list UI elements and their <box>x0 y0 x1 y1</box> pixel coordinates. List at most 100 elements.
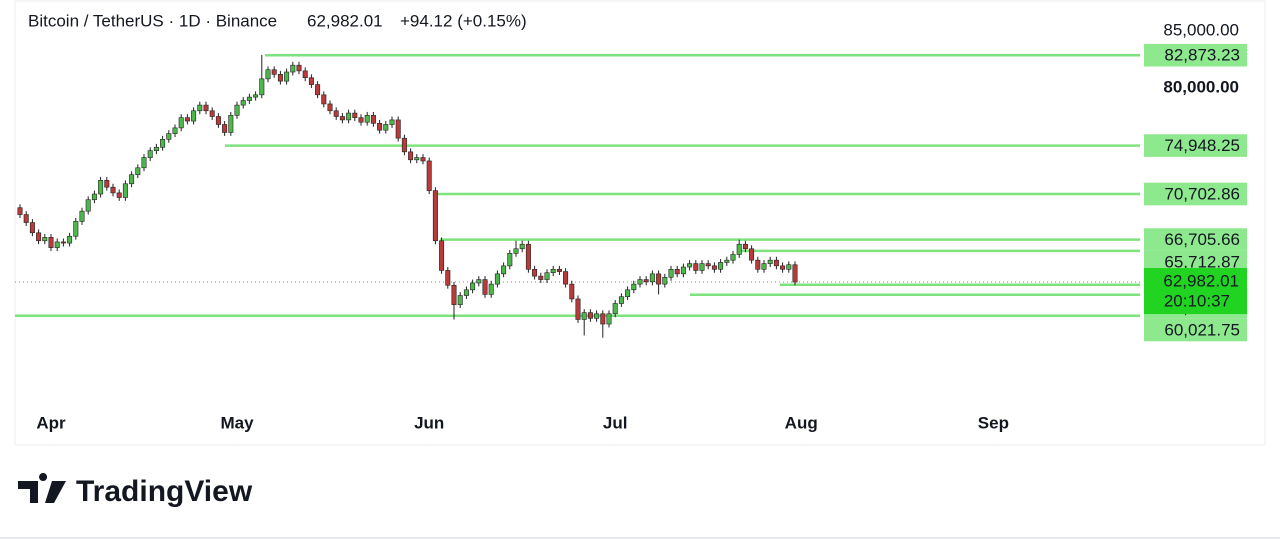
candle-body <box>265 69 271 80</box>
chart-frame <box>14 0 1266 446</box>
candle-body <box>147 150 153 158</box>
candle-body <box>222 124 228 133</box>
candle-body <box>680 266 686 275</box>
candle-body <box>749 248 755 261</box>
candle-body <box>104 180 110 188</box>
candle-body <box>463 289 469 296</box>
level-label-box <box>1144 43 1247 67</box>
candle-body <box>426 160 432 191</box>
candle-body <box>618 296 624 304</box>
candle-body <box>209 110 215 117</box>
x-tick-label: Aug <box>785 413 818 432</box>
candle-body <box>494 273 500 285</box>
candle-body <box>755 259 761 270</box>
level-label-box <box>1144 182 1247 206</box>
candle-body <box>792 264 798 283</box>
x-tick-label: Apr <box>36 413 66 432</box>
price-label: 62,982.01 <box>1163 272 1239 291</box>
candle-body <box>482 279 488 295</box>
candle-body <box>17 207 23 215</box>
candle-body <box>643 279 649 283</box>
candle-body <box>736 243 742 255</box>
x-tick-label: May <box>220 413 254 432</box>
candle-body <box>178 117 184 129</box>
candle-body <box>445 270 451 286</box>
candle-body <box>538 275 544 280</box>
candle-body <box>649 273 655 283</box>
x-tick-label: Jun <box>414 413 444 432</box>
candle-body <box>141 157 147 169</box>
candle-body <box>166 133 172 140</box>
candle-body <box>544 272 550 280</box>
candle-body <box>153 146 159 152</box>
candle-body <box>693 263 699 271</box>
candle-body <box>315 84 321 96</box>
price-label-box <box>1144 268 1247 315</box>
level-label: 66,705.66 <box>1164 230 1240 249</box>
candle-body <box>253 94 259 98</box>
candle-body <box>308 77 314 85</box>
candle-body <box>160 138 166 148</box>
candle-body <box>532 268 538 277</box>
candle-body <box>569 283 575 300</box>
candle-body <box>606 313 612 325</box>
candle-body <box>563 271 569 285</box>
candle-body <box>401 137 407 153</box>
candle-body <box>637 279 643 285</box>
candle-body <box>352 112 358 118</box>
candle-body <box>470 282 476 291</box>
candle-body <box>767 259 773 264</box>
candle-body <box>29 222 35 234</box>
x-tick-label: Jul <box>603 413 628 432</box>
candle-body <box>339 116 345 121</box>
candle-body <box>191 110 197 122</box>
candle-body <box>525 243 531 270</box>
candle-body <box>612 303 618 315</box>
candle-body <box>501 265 507 275</box>
candle-body <box>383 124 389 131</box>
candle-body <box>780 265 786 270</box>
candle-body <box>197 104 203 112</box>
brand-name: TradingView <box>76 475 253 508</box>
candle-body <box>358 117 364 123</box>
candle-body <box>228 115 234 133</box>
candle-body <box>513 248 519 254</box>
candle-body <box>129 174 135 185</box>
level-label: 74,948.25 <box>1164 136 1240 155</box>
candle-body <box>290 64 296 73</box>
candle-body <box>346 112 352 121</box>
candle-body <box>327 103 333 112</box>
candle-body <box>488 283 494 295</box>
level-label: 70,702.86 <box>1164 184 1240 203</box>
candle-body <box>296 64 302 72</box>
level-label-box <box>1144 134 1247 157</box>
candle-body <box>333 110 339 117</box>
level-label: 82,873.23 <box>1164 46 1240 65</box>
candle-body <box>730 254 736 261</box>
candle-body <box>656 273 662 285</box>
countdown: 20:10:37 <box>1164 292 1230 311</box>
level-label-box <box>1144 228 1247 251</box>
candle-body <box>625 289 631 297</box>
candle-body <box>36 232 42 242</box>
candle-body <box>184 117 190 122</box>
candle-body <box>203 104 209 112</box>
candle-body <box>240 100 246 106</box>
candle-body <box>699 263 705 271</box>
candle-body <box>135 167 141 175</box>
candle-body <box>277 73 283 82</box>
candle-body <box>302 70 308 79</box>
candle-body <box>439 240 445 271</box>
candle-body <box>23 214 29 223</box>
candle-body <box>687 263 693 268</box>
candle-body <box>587 312 593 319</box>
candle-body <box>377 123 383 131</box>
candle-body <box>457 295 463 305</box>
candle-body <box>662 276 668 285</box>
candle-body <box>284 71 290 82</box>
candle-body <box>321 94 327 105</box>
candle-body <box>550 268 556 274</box>
level-label: 60,021.75 <box>1164 320 1240 339</box>
y-tick-label: 85,000.00 <box>1163 20 1239 39</box>
